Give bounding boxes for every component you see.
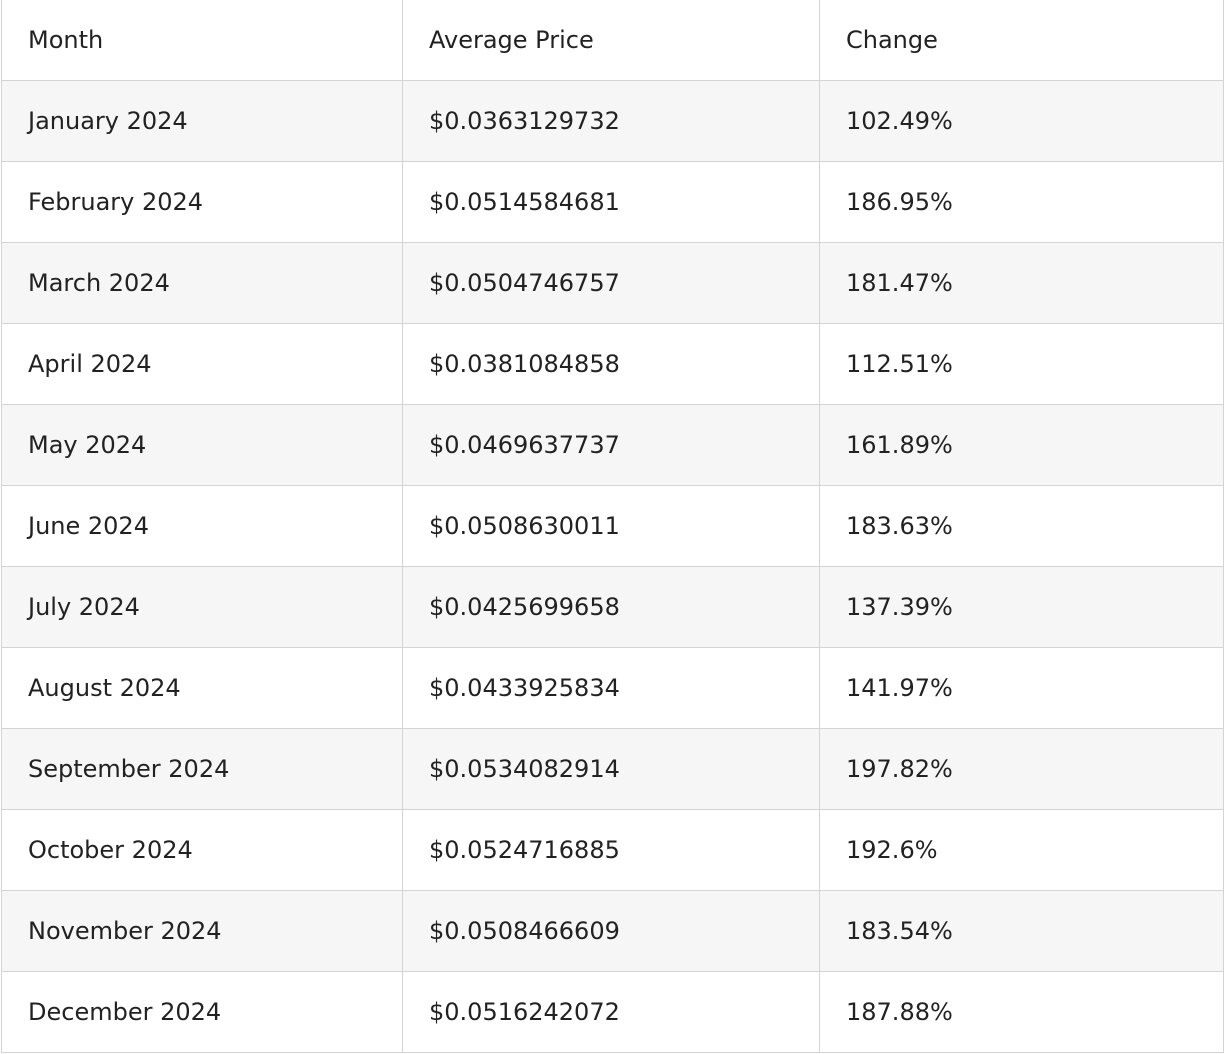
header-row: Month Average Price Change [1,0,1224,81]
average-price-cell: $0.0508466609 [402,890,820,972]
change-cell: 192.6% [819,809,1224,891]
average-price-cell: $0.0363129732 [402,80,820,162]
average-price-cell: $0.0425699658 [402,566,820,648]
month-cell: June 2024 [1,485,403,567]
column-header-average-price: Average Price [402,0,820,81]
change-cell: 112.51% [819,323,1224,405]
average-price-cell: $0.0508630011 [402,485,820,567]
month-cell: November 2024 [1,890,403,972]
average-price-cell: $0.0514584681 [402,161,820,243]
change-cell: 102.49% [819,80,1224,162]
average-price-cell: $0.0381084858 [402,323,820,405]
month-cell: September 2024 [1,728,403,810]
month-cell: March 2024 [1,242,403,324]
table-row: March 2024 $0.0504746757 181.47% [1,242,1224,324]
change-cell: 137.39% [819,566,1224,648]
month-cell: April 2024 [1,323,403,405]
table-row: October 2024 $0.0524716885 192.6% [1,809,1224,891]
column-header-change: Change [819,0,1224,81]
change-cell: 161.89% [819,404,1224,486]
month-cell: July 2024 [1,566,403,648]
column-header-month: Month [1,0,403,81]
average-price-cell: $0.0504746757 [402,242,820,324]
change-cell: 141.97% [819,647,1224,729]
table-row: November 2024 $0.0508466609 183.54% [1,890,1224,972]
table-row: April 2024 $0.0381084858 112.51% [1,323,1224,405]
table-header: Month Average Price Change [1,0,1224,81]
month-cell: October 2024 [1,809,403,891]
table-row: July 2024 $0.0425699658 137.39% [1,566,1224,648]
average-price-cell: $0.0433925834 [402,647,820,729]
change-cell: 187.88% [819,971,1224,1053]
month-cell: August 2024 [1,647,403,729]
month-cell: January 2024 [1,80,403,162]
month-cell: May 2024 [1,404,403,486]
table-row: May 2024 $0.0469637737 161.89% [1,404,1224,486]
change-cell: 197.82% [819,728,1224,810]
change-cell: 183.63% [819,485,1224,567]
average-price-cell: $0.0469637737 [402,404,820,486]
change-cell: 183.54% [819,890,1224,972]
table-row: December 2024 $0.0516242072 187.88% [1,971,1224,1053]
average-price-cell: $0.0524716885 [402,809,820,891]
table-row: June 2024 $0.0508630011 183.63% [1,485,1224,567]
table-row: August 2024 $0.0433925834 141.97% [1,647,1224,729]
change-cell: 186.95% [819,161,1224,243]
average-price-cell: $0.0534082914 [402,728,820,810]
month-cell: February 2024 [1,161,403,243]
table-row: January 2024 $0.0363129732 102.49% [1,80,1224,162]
change-cell: 181.47% [819,242,1224,324]
table-body: January 2024 $0.0363129732 102.49% Febru… [1,80,1224,1053]
average-price-cell: $0.0516242072 [402,971,820,1053]
table-row: February 2024 $0.0514584681 186.95% [1,161,1224,243]
table-row: September 2024 $0.0534082914 197.82% [1,728,1224,810]
month-cell: December 2024 [1,971,403,1053]
